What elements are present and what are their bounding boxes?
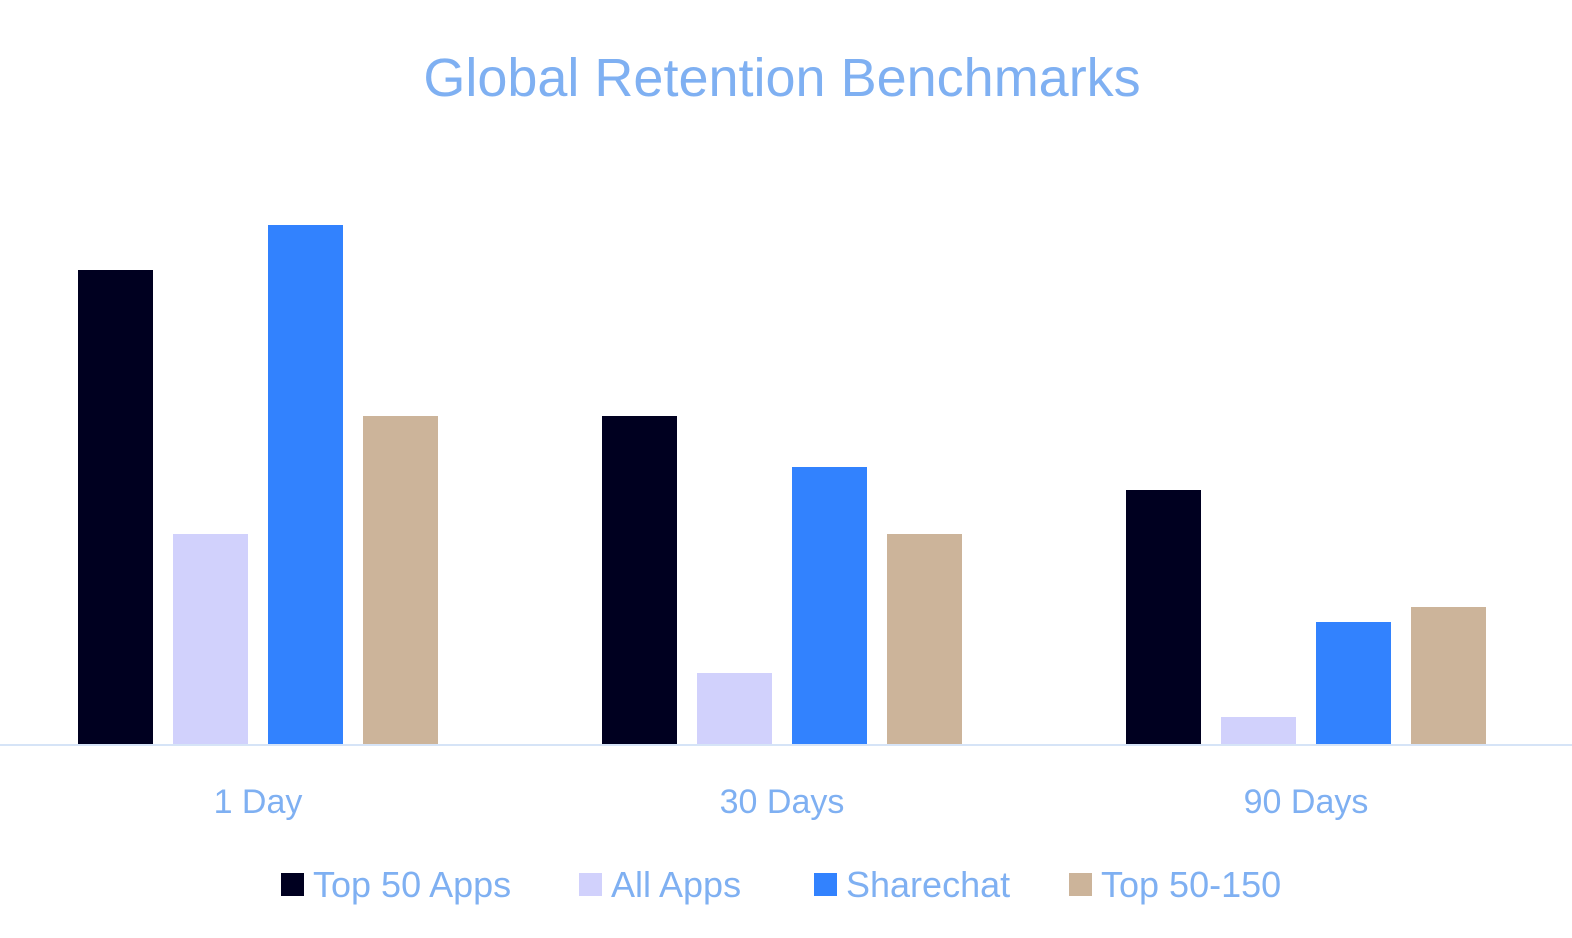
legend-swatch <box>579 873 602 896</box>
bar-top-50-150-1-day <box>363 416 438 745</box>
x-tick-label: 90 Days <box>1244 783 1369 821</box>
bar-top-50-apps-90-days <box>1126 490 1201 745</box>
bars <box>78 225 1486 745</box>
x-tick-label: 1 Day <box>214 783 303 821</box>
bar-top-50-150-30-days <box>887 534 962 745</box>
legend-swatch <box>814 873 837 896</box>
bar-sharechat-30-days <box>792 467 867 745</box>
legend-label: Sharechat <box>846 864 1010 905</box>
x-tick-label: 30 Days <box>720 783 845 821</box>
bar-top-50-apps-30-days <box>602 416 677 745</box>
bar-sharechat-1-day <box>268 225 343 745</box>
legend-label: Top 50-150 <box>1101 864 1281 905</box>
legend-swatch <box>1069 873 1092 896</box>
legend-label: All Apps <box>611 864 741 905</box>
legend-swatch <box>281 873 304 896</box>
chart-title: Global Retention Benchmarks <box>423 48 1140 108</box>
bar-sharechat-90-days <box>1316 622 1391 745</box>
legend-label: Top 50 Apps <box>313 864 511 905</box>
x-axis-ticks: 1 Day 30 Days 90 Days <box>214 783 1369 821</box>
legend: Top 50 Apps All Apps Sharechat Top 50-150 <box>281 864 1281 905</box>
bar-all-apps-30-days <box>697 673 772 745</box>
bar-top-50-150-90-days <box>1411 607 1486 745</box>
bar-all-apps-90-days <box>1221 717 1296 745</box>
bar-all-apps-1-day <box>173 534 248 745</box>
bar-top-50-apps-1-day <box>78 270 153 745</box>
